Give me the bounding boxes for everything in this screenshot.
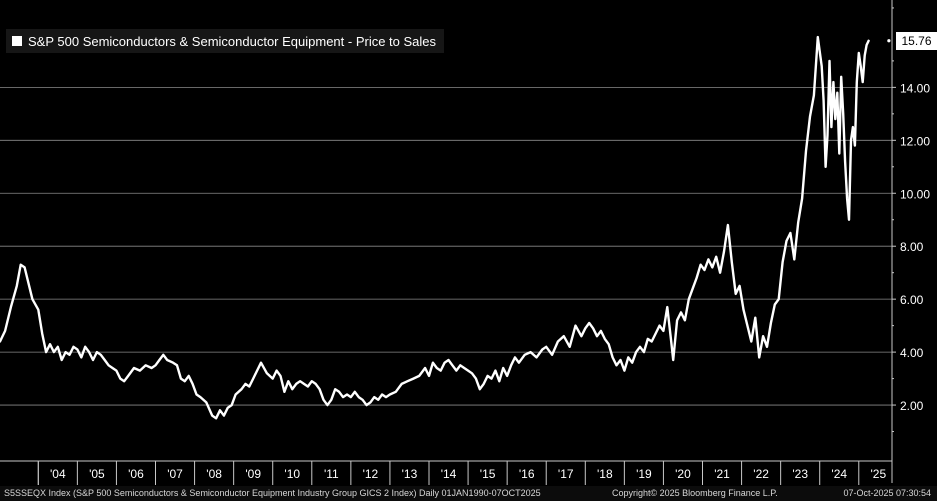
x-tick-label: '24 bbox=[831, 467, 847, 481]
x-tick-label: '10 bbox=[284, 467, 300, 481]
series-line-price-to-sales bbox=[0, 35, 870, 420]
x-tick-label: '13 bbox=[402, 467, 418, 481]
x-tick-label: '14 bbox=[441, 467, 457, 481]
x-tick-label: '19 bbox=[636, 467, 652, 481]
y-tick-label: 8.00 bbox=[900, 240, 924, 254]
y-tick-label: 14.00 bbox=[900, 81, 930, 95]
y-tick-label: 2.00 bbox=[900, 399, 924, 413]
x-tick-label: '08 bbox=[206, 467, 222, 481]
last-value-label: 15.76 bbox=[896, 32, 937, 50]
x-tick-label: '15 bbox=[480, 467, 496, 481]
y-tick-label: 12.00 bbox=[900, 134, 930, 148]
x-tick-label: '11 bbox=[324, 467, 339, 481]
x-tick-label: '20 bbox=[675, 467, 691, 481]
footer-index-description: S5SSEQX Index (S&P 500 Semiconductors & … bbox=[4, 488, 541, 498]
x-tick-label: '21 bbox=[714, 467, 730, 481]
gridlines bbox=[0, 86, 892, 406]
x-tick-label: '06 bbox=[128, 467, 144, 481]
chart-legend: S&P 500 Semiconductors & Semiconductor E… bbox=[6, 29, 445, 53]
x-tick-label: '16 bbox=[519, 467, 535, 481]
series-group bbox=[0, 35, 891, 420]
x-axis: '04 '05 '06 '07 '08 '09 '10 '11 '12 '13 '14 '15 '16 '… bbox=[0, 460, 892, 485]
x-tick-label: '05 bbox=[89, 467, 105, 481]
chart-title: S&P 500 Semiconductors & Semiconductor E… bbox=[28, 33, 437, 49]
x-tick-label: '09 bbox=[245, 467, 261, 481]
y-tick-label: 4.00 bbox=[900, 346, 924, 360]
footer-copyright: Copyright© 2025 Bloomberg Finance L.P. bbox=[612, 488, 778, 498]
x-tick-label: '18 bbox=[597, 467, 613, 481]
legend-swatch bbox=[12, 36, 22, 46]
x-tick-label: '12 bbox=[363, 467, 379, 481]
last-data-point bbox=[887, 39, 891, 43]
y-tick-label: 6.00 bbox=[900, 293, 924, 307]
x-tick-label: '25 bbox=[871, 467, 887, 481]
x-tick-label: '23 bbox=[792, 467, 808, 481]
x-tick-label: '22 bbox=[753, 467, 769, 481]
y-axis: 2.00 4.00 6.00 8.00 10.00 12.00 14.00 bbox=[891, 0, 930, 483]
x-tick-label: '17 bbox=[558, 467, 574, 481]
x-tick-label: '04 bbox=[50, 467, 66, 481]
x-tick-label: '07 bbox=[167, 467, 183, 481]
chart-footer: S5SSEQX Index (S&P 500 Semiconductors & … bbox=[0, 486, 937, 501]
footer-timestamp: 07-Oct-2025 07:30:54 bbox=[843, 488, 931, 498]
y-tick-label: 10.00 bbox=[900, 187, 930, 201]
